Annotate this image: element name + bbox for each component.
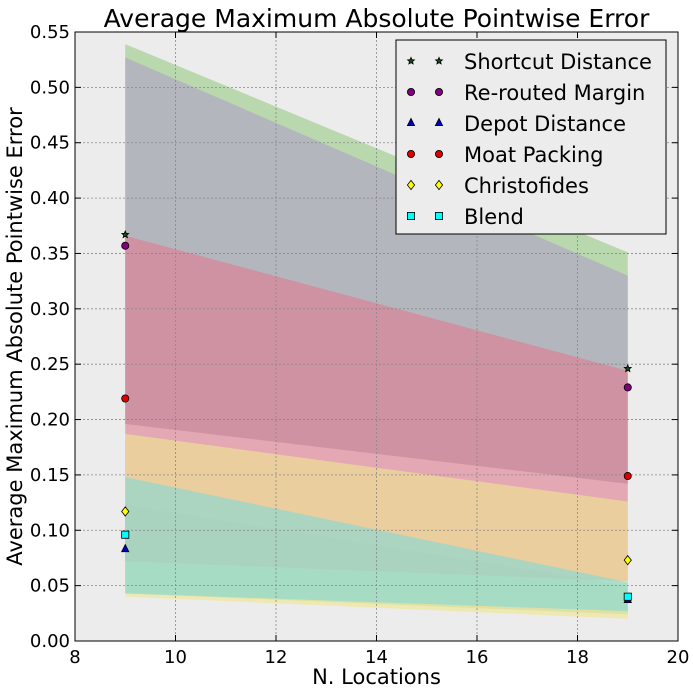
legend-marker-depot-distance <box>434 117 444 126</box>
legend-marker-re-routed-margin <box>434 88 443 97</box>
legend-marker-blend <box>434 211 443 220</box>
legend-marker-moat-packing <box>434 149 443 158</box>
x-tick-label: 8 <box>69 647 80 668</box>
y-tick-label: 0.20 <box>30 410 70 431</box>
y-tick-label: 0.35 <box>30 243 70 264</box>
y-tick-label: 0.40 <box>30 188 70 209</box>
data-markers <box>120 229 633 604</box>
legend-marker-christofides <box>406 179 416 191</box>
legend-marker-re-routed-margin <box>406 88 415 97</box>
y-tick-label: 0.45 <box>30 133 70 154</box>
y-tick-label: 0.15 <box>30 465 70 486</box>
y-tick-label: 0.30 <box>30 299 70 320</box>
point-re-routed-margin <box>121 241 130 250</box>
x-axis-label: N. Locations <box>312 665 441 689</box>
point-moat-packing <box>121 394 130 403</box>
point-christofides <box>121 506 130 517</box>
x-tick-label: 20 <box>667 647 690 668</box>
y-tick-label: 0.50 <box>30 77 70 98</box>
x-tick-label: 12 <box>265 647 288 668</box>
y-tick-label: 0.10 <box>30 520 70 541</box>
chart-title: Average Maximum Absolute Pointwise Error <box>104 4 650 33</box>
axis-ticks: 8 10 12 14 16 18 20 0.00 0.05 0.10 0.15 0.20 0.25 0.3… <box>30 22 690 668</box>
legend-marker-moat-packing <box>406 149 415 158</box>
x-tick-label: 18 <box>566 647 589 668</box>
legend-label-moat-packing: Moat Packing <box>464 143 604 167</box>
legend: Shortcut Distance Re-routed Margin Depot D… <box>395 39 667 235</box>
x-tick-label: 14 <box>365 647 388 668</box>
point-moat-packing <box>623 472 632 481</box>
point-depot-distance <box>121 543 130 553</box>
legend-label-shortcut-distance: Shortcut Distance <box>464 50 652 74</box>
y-tick-label: 0.55 <box>30 22 70 43</box>
y-tick-label: 0.00 <box>30 631 70 652</box>
point-blend <box>121 530 130 539</box>
legend-marker-shortcut-distance <box>406 56 416 65</box>
y-tick-label: 0.25 <box>30 354 70 375</box>
x-tick-label: 16 <box>466 647 489 668</box>
point-blend <box>623 592 632 601</box>
legend-box <box>395 39 667 235</box>
legend-marker-shortcut-distance <box>434 56 444 65</box>
x-tick-label: 10 <box>164 647 187 668</box>
legend-label-re-routed-margin: Re-routed Margin <box>464 81 645 105</box>
legend-label-depot-distance: Depot Distance <box>464 112 626 136</box>
point-shortcut-distance <box>120 229 130 239</box>
point-shortcut-distance <box>623 363 633 373</box>
y-tick-label: 0.05 <box>30 576 70 597</box>
y-axis-label: Average Maximum Absolute Pointwise Error <box>3 107 27 566</box>
legend-marker-christofides <box>434 179 444 191</box>
point-christofides <box>623 554 632 566</box>
legend-marker-depot-distance <box>406 117 416 126</box>
legend-marker-blend <box>406 211 415 220</box>
point-re-routed-margin <box>623 383 632 392</box>
legend-label-christofides: Christofides <box>464 174 589 198</box>
legend-label-blend: Blend <box>464 205 524 229</box>
